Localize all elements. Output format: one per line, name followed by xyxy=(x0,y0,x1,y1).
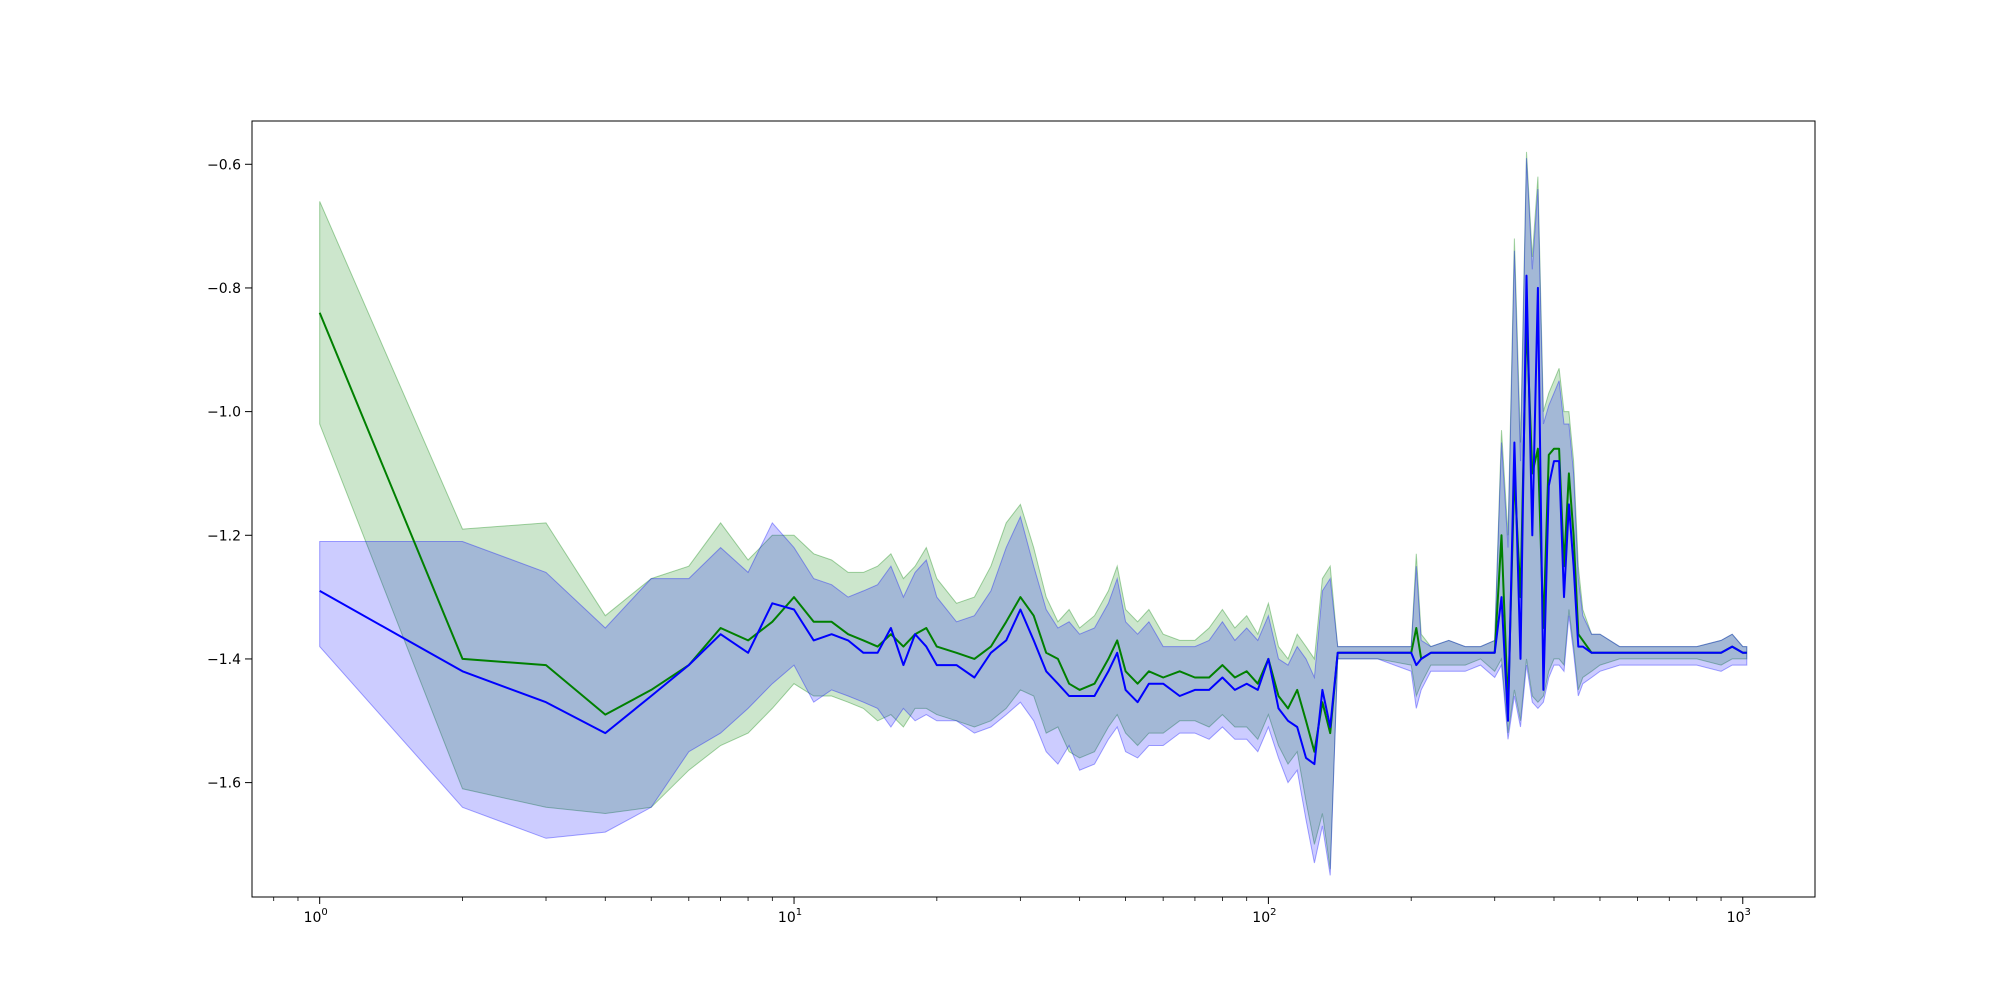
x-tick-label: 103 xyxy=(1727,907,1751,926)
plot-frame xyxy=(251,120,1816,898)
x-tick-label: 100 xyxy=(304,907,328,926)
x-axis: 100 101 102 103 xyxy=(273,897,1751,926)
x-tick-label: 101 xyxy=(778,907,802,926)
x-tick-label: 102 xyxy=(1252,907,1276,926)
y-tick-label: −1.4 xyxy=(207,652,241,668)
series-2-band xyxy=(319,158,1748,876)
y-axis: −0.6 −0.8 −1.0 −1.2 −1.4 −1.6 xyxy=(207,157,252,792)
y-tick-label: −1.6 xyxy=(207,776,241,792)
series-lines xyxy=(318,274,1747,766)
y-tick-label: −0.8 xyxy=(207,281,241,297)
confidence-bands xyxy=(319,151,1748,876)
y-tick-label: −0.6 xyxy=(207,157,241,173)
y-tick-label: −1.0 xyxy=(207,405,241,421)
y-tick-label: −1.2 xyxy=(207,528,241,544)
series-2-line xyxy=(319,274,1747,766)
series-1-band xyxy=(319,151,1748,870)
